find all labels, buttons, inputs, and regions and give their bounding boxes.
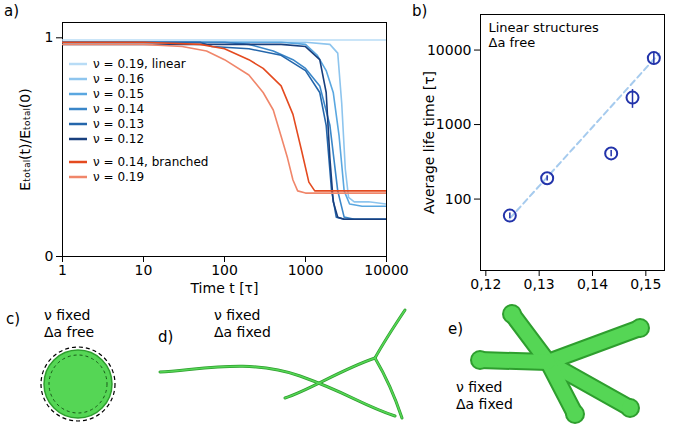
html-text:ν = 0.13: ν = 0.13 (93, 116, 145, 131)
svg-text:1: 1 (45, 29, 54, 45)
html-text:a): a) (4, 2, 19, 20)
html-text:ν = 0.19: ν = 0.19 (93, 169, 145, 184)
svg-text:0,12: 0,12 (470, 276, 501, 292)
html-text:ν = 0.15: ν = 0.15 (93, 86, 145, 101)
svg-text:1000: 1000 (436, 116, 472, 132)
svg-text:c): c) (6, 310, 20, 328)
svg-text:d): d) (158, 328, 173, 346)
svg-text:10: 10 (135, 262, 153, 278)
html-text:ν = 0.12: ν = 0.12 (93, 131, 145, 146)
svg-text:ν fixed: ν fixed (456, 379, 502, 395)
svg-text:1: 1 (58, 262, 67, 278)
svg-text:e): e) (448, 320, 463, 338)
html-text:ν = 0.14: ν = 0.14 (93, 101, 145, 116)
svg-text:ν fixed: ν fixed (44, 307, 90, 323)
svg-text:Δa fixed: Δa fixed (456, 396, 513, 412)
svg-text:0,14: 0,14 (577, 276, 608, 292)
svg-text:10000: 10000 (427, 42, 472, 58)
svg-text:100: 100 (445, 191, 472, 207)
svg-text:Linear structuresΔa free: Linear structuresΔa free (489, 20, 600, 51)
svg-text:100: 100 (211, 262, 238, 278)
html-text:ν = 0.16: ν = 0.16 (93, 71, 145, 86)
svg-text:0,13: 0,13 (524, 276, 555, 292)
svg-text:0: 0 (45, 248, 54, 264)
svg-text:10000: 10000 (364, 262, 409, 278)
html-text:ν = 0.14, branched: ν = 0.14, branched (93, 154, 209, 169)
svg-text:1000: 1000 (288, 262, 324, 278)
svg-text:0,15: 0,15 (630, 276, 661, 292)
svg-text:Average life time [τ]: Average life time [τ] (421, 71, 437, 214)
svg-text:Time t [τ]: Time t [τ] (189, 280, 258, 296)
svg-text:Δa free: Δa free (44, 324, 94, 340)
html-text:ν = 0.19, linear: ν = 0.19, linear (93, 56, 186, 71)
svg-text:Δa fixed: Δa fixed (214, 324, 271, 340)
html-text:b): b) (412, 2, 428, 20)
svg-text:Eₜₒₜₐₗ(t)/Eₜₒₜₐₗ(0): Eₜₒₜₐₗ(t)/Eₜₒₜₐₗ(0) (17, 88, 33, 190)
svg-text:ν fixed: ν fixed (214, 307, 260, 323)
